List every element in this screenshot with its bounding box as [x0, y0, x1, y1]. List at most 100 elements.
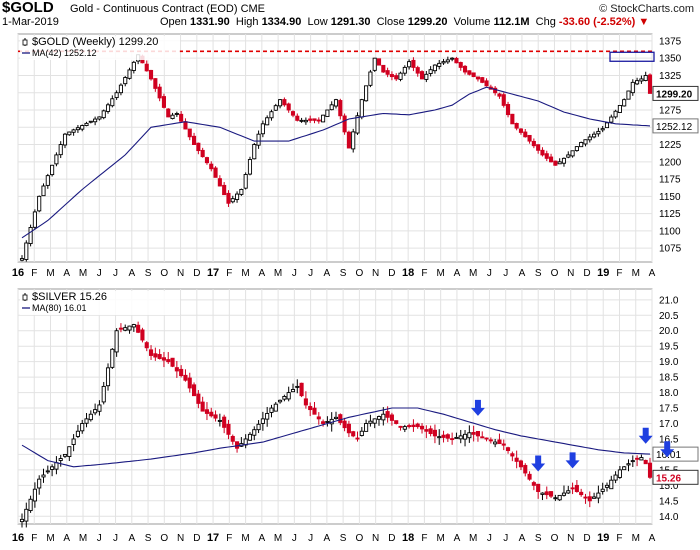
silver-marker-arrow: [660, 441, 675, 458]
silver-candle: [278, 399, 283, 403]
gold-candle: [424, 73, 429, 80]
silver-candle: [557, 494, 562, 501]
silver-x-month-label: J: [97, 533, 102, 544]
silver-candle: [316, 416, 321, 420]
gold-candle: [321, 114, 326, 123]
gold-x-month-label: J: [308, 268, 313, 279]
gold-candle: [222, 184, 227, 196]
silver-candle: [333, 416, 339, 420]
gold-candle: [88, 120, 93, 123]
silver-candle: [235, 441, 240, 449]
gold-candle: [269, 111, 274, 119]
gold-candle: [62, 133, 68, 146]
silver-candle: [41, 474, 46, 478]
silver-candle: [493, 441, 498, 445]
gold-candle: [484, 80, 489, 87]
gold-y-tick-label: 1125: [659, 209, 681, 220]
gold-candle: [200, 149, 205, 158]
gold-candle: [639, 78, 644, 82]
gold-candle: [28, 227, 33, 245]
gold-candle: [54, 154, 59, 165]
silver-candle: [458, 435, 463, 440]
silver-candle: [123, 327, 128, 331]
silver-candle: [587, 496, 592, 502]
gold-candle: [609, 116, 614, 123]
gold-x-month-label: F: [421, 268, 427, 279]
gold-candle: [127, 69, 132, 79]
silver-x-month-label: D: [583, 533, 590, 544]
gold-candle: [604, 122, 610, 129]
silver-candle: [50, 466, 55, 470]
silver-candle: [45, 470, 50, 473]
gold-candle: [419, 71, 425, 80]
gold-x-month-label: N: [177, 268, 184, 279]
gold-candle: [462, 65, 468, 73]
gold-candle: [67, 131, 72, 136]
gold-candle: [566, 154, 571, 158]
gold-candle: [290, 111, 296, 116]
gold-candle: [626, 90, 631, 100]
gold-x-month-label: S: [535, 268, 542, 279]
silver-candle: [209, 411, 214, 417]
gold-candle: [574, 146, 579, 152]
down-arrow-icon: ▼: [638, 16, 650, 28]
gold-candle: [97, 116, 102, 120]
gold-candle: [523, 131, 528, 138]
silver-candle: [523, 464, 528, 474]
gold-candle: [527, 134, 532, 142]
gold-x-month-label: A: [259, 268, 266, 279]
silver-candle: [372, 418, 377, 424]
gold-candle: [114, 92, 119, 99]
gold-candle: [536, 144, 541, 151]
open-value: 1331.90: [189, 16, 230, 28]
silver-y-tick-label: 17.5: [659, 404, 679, 415]
gold-candle: [243, 174, 248, 189]
silver-candle: [299, 382, 304, 397]
silver-candle: [402, 426, 407, 430]
silver-candle: [230, 435, 235, 442]
silver-x-month-label: J: [487, 533, 492, 544]
gold-candle: [617, 104, 622, 113]
silver-y-tick-label: 17.0: [659, 419, 679, 430]
gold-x-month-label: S: [340, 268, 347, 279]
silver-y-tick-label: 20.0: [659, 326, 679, 337]
gold-x-month-label: D: [583, 268, 590, 279]
silver-candle: [445, 434, 450, 439]
gold-candle: [561, 157, 567, 164]
silver-candle: [140, 329, 145, 341]
gold-x-month-label: 18: [402, 267, 414, 279]
silver-x-month-label: J: [308, 533, 313, 544]
silver-candle: [183, 374, 188, 381]
symbol-title: $GOLD: [2, 0, 54, 16]
silver-candle: [600, 488, 605, 492]
gold-candle: [148, 69, 154, 80]
gold-candle: [105, 104, 111, 112]
silver-candle: [415, 423, 420, 428]
silver-candle: [592, 496, 597, 499]
gold-candle: [544, 153, 549, 159]
silver-x-month-label: J: [292, 533, 297, 544]
gold-candle: [432, 64, 437, 72]
silver-x-month-label: M: [632, 533, 640, 544]
gold-candle: [252, 144, 257, 160]
silver-x-month-label: 16: [12, 532, 24, 544]
silver-candle: [579, 491, 584, 496]
silver-panel: 14.014.515.015.516.016.517.017.518.018.5…: [12, 288, 699, 544]
silver-candle: [647, 462, 653, 478]
silver-candle: [32, 488, 37, 502]
gold-candle: [329, 104, 334, 111]
gold-candle: [549, 156, 554, 163]
silver-candle: [531, 482, 536, 486]
silver-y-tick-label: 16.5: [659, 434, 679, 445]
silver-candle: [514, 457, 519, 462]
gold-y-tick-label: 1175: [659, 175, 681, 186]
silver-candle: [265, 413, 270, 420]
gold-candle: [50, 164, 55, 176]
gold-x-month-label: A: [454, 268, 461, 279]
chg-value: -33.60 (-2.52%): [558, 16, 636, 28]
silver-legend-label: $SILVER 15.26: [32, 291, 107, 303]
silver-x-month-label: 19: [597, 532, 609, 544]
silver-candle: [303, 398, 308, 406]
gold-candle: [411, 59, 416, 68]
silver-candle: [381, 413, 386, 421]
